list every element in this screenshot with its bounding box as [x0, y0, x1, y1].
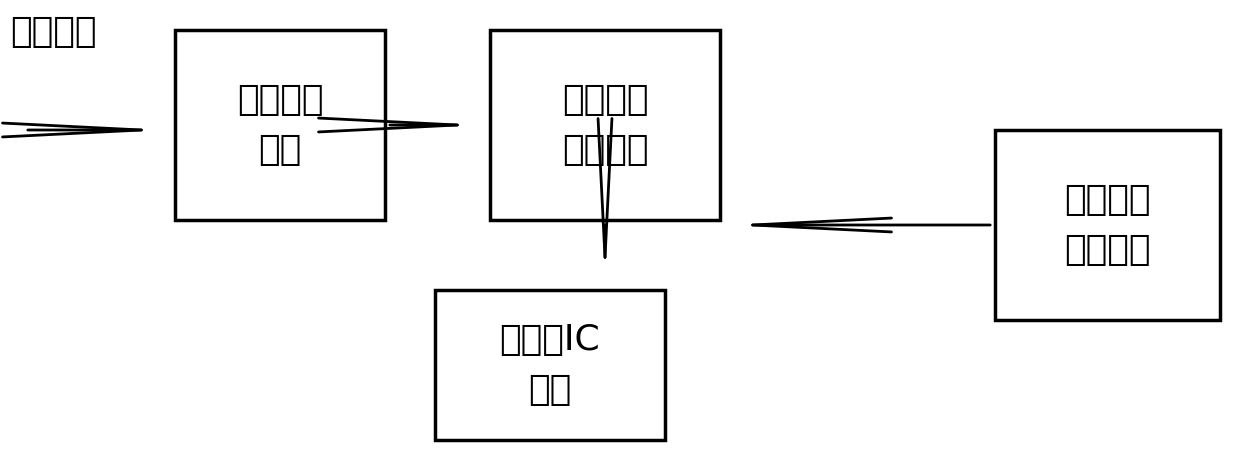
Text: 给控制IC
供电: 给控制IC 供电 — [499, 323, 600, 407]
Bar — [435, 290, 665, 440]
Bar — [175, 30, 385, 220]
Bar — [491, 30, 720, 220]
Text: 输入电压: 输入电压 — [10, 15, 97, 49]
Text: 稳定工作
切换电压: 稳定工作 切换电压 — [1064, 183, 1151, 267]
Text: 启动电路
输出电压: 启动电路 输出电压 — [562, 83, 648, 167]
Text: 启动控制
电路: 启动控制 电路 — [237, 83, 323, 167]
Bar — [995, 130, 1220, 320]
